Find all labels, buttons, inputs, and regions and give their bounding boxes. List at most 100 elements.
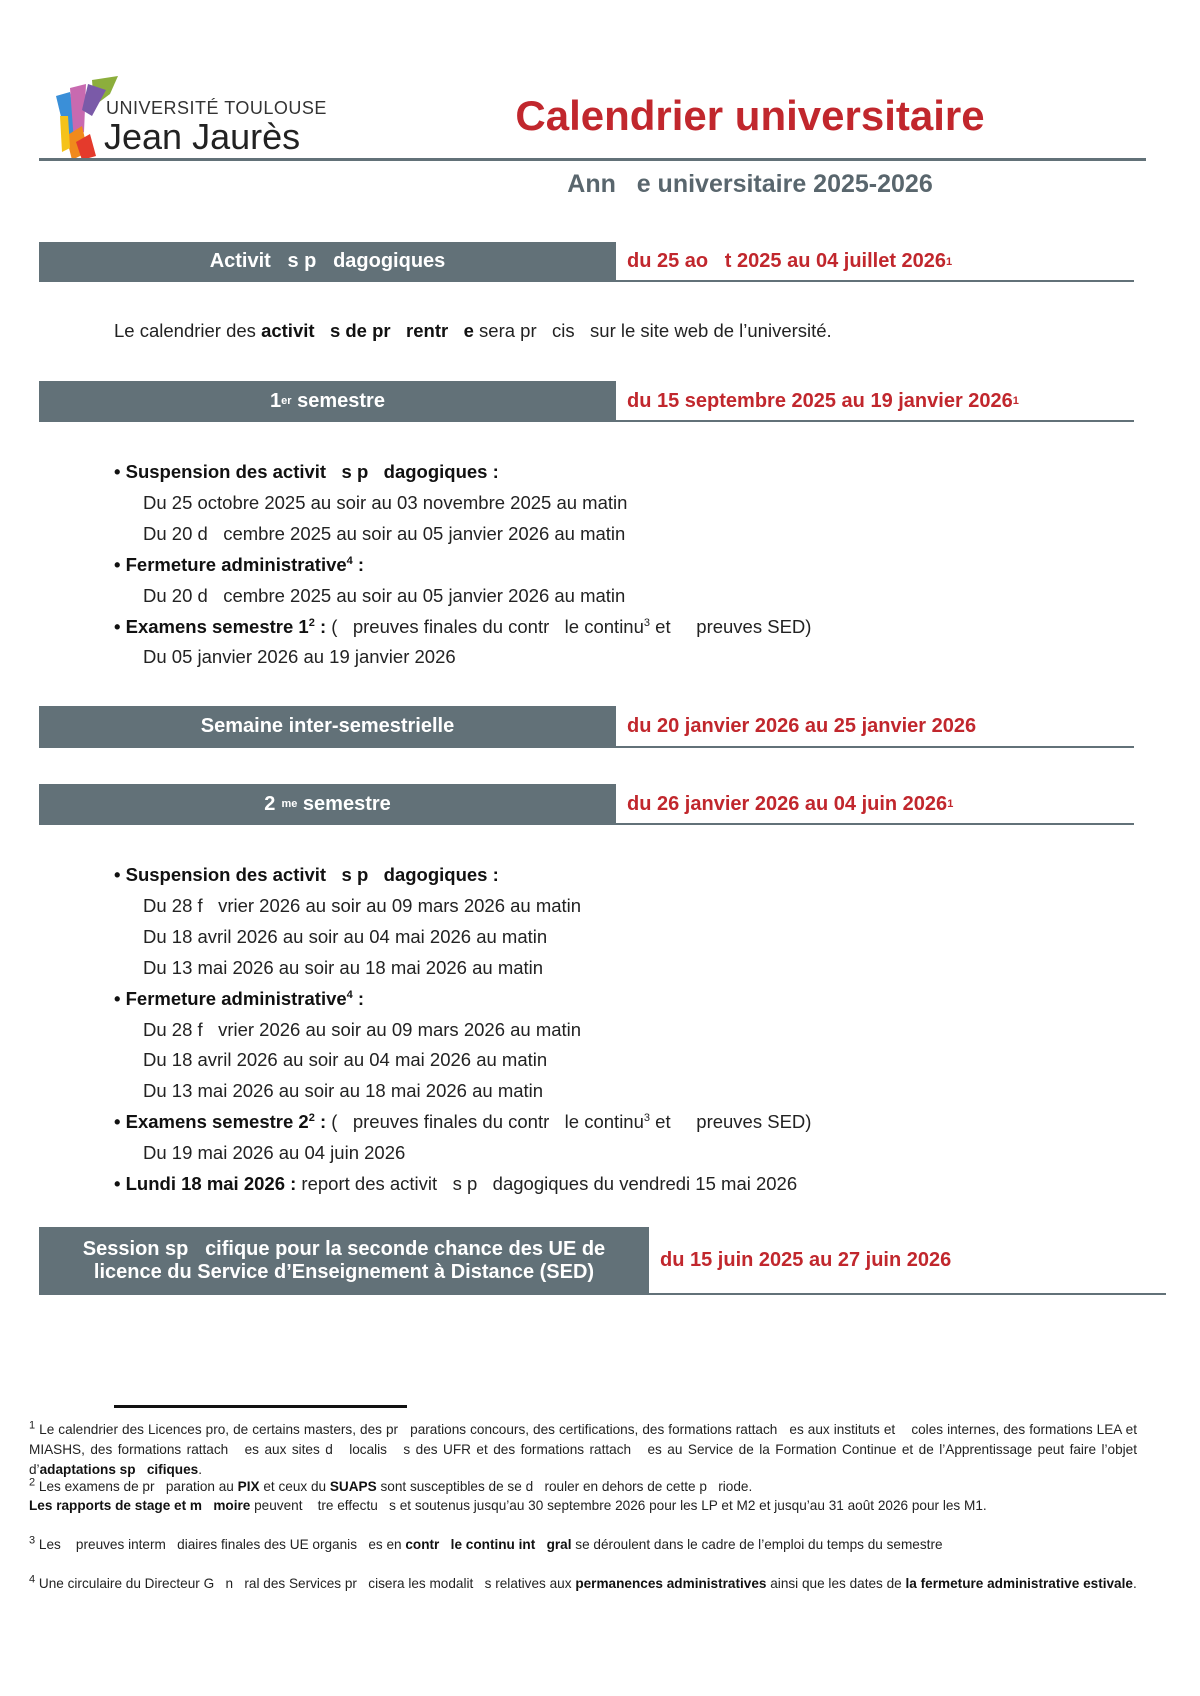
text-segment: sera pr cis sur le site web de l’univers… bbox=[473, 320, 832, 341]
footnote: 2 Les examens de pr paration au PIX et c… bbox=[29, 1477, 1137, 1497]
section-dates-text: du 25 ao t 2025 au 04 juillet 2026 bbox=[627, 250, 947, 272]
section-dates: du 26 janvier 2026 au 04 juin 2026 1 bbox=[627, 792, 954, 815]
date-range-line: Du 13 mai 2026 au soir au 18 mai 2026 au… bbox=[143, 957, 543, 979]
text-segment: Du 28 f vrier 2026 au soir au 09 mars 20… bbox=[143, 894, 582, 916]
text-segment: Du 05 janvier 2026 au 19 janvier 2026 bbox=[143, 646, 456, 668]
section-label: 1 er semestre bbox=[39, 381, 616, 421]
text-segment: contr le continu int gral bbox=[405, 1537, 572, 1552]
text-segment: ( preuves finales du contr le continu bbox=[326, 1111, 644, 1133]
text-segment: • Lundi 18 mai 2026 : bbox=[114, 1173, 297, 1194]
footnote: 4 Une circulaire du Directeur G n ral de… bbox=[29, 1574, 1137, 1594]
text-segment: et preuves SED) bbox=[650, 1111, 812, 1133]
section-underline bbox=[39, 746, 1134, 748]
section-label-text: Semaine inter-semestrielle bbox=[200, 715, 455, 737]
section-label-text: 1 bbox=[270, 389, 282, 412]
text-segment: • Examens semestre 1 bbox=[114, 615, 309, 637]
university-logo: UNIVERSITÉ TOULOUSE Jean Jaurès bbox=[48, 76, 368, 160]
superscript: 3 bbox=[29, 1534, 36, 1547]
text-segment: SUAPS bbox=[329, 1479, 377, 1494]
bullet-heading: • Fermeture administrative4 : bbox=[114, 554, 364, 576]
logo-swirl-icon bbox=[56, 76, 118, 160]
footnote-divider bbox=[114, 1405, 407, 1408]
superscript: 4 bbox=[29, 1573, 36, 1586]
text-segment: et preuves SED) bbox=[650, 615, 812, 637]
section-dates: du 15 juin 2025 au 27 juin 2026 bbox=[660, 1227, 951, 1294]
text-segment: • Suspension des activit s p dagogiques … bbox=[114, 461, 499, 482]
bullet-heading: • Examens semestre 22 : ( preuves finale… bbox=[114, 1111, 811, 1133]
text-segment: Une circulaire du Directeur G n ral des … bbox=[35, 1576, 576, 1591]
text-segment: et ceux du bbox=[259, 1479, 330, 1494]
date-range-line: Du 13 mai 2026 au soir au 18 mai 2026 au… bbox=[143, 1080, 543, 1102]
text-segment: la fermeture administrative estivale bbox=[905, 1576, 1133, 1591]
text-segment: PIX bbox=[237, 1479, 260, 1494]
text-segment: Du 18 avril 2026 au soir au 04 mai 2026 … bbox=[143, 1049, 548, 1071]
text-segment: Les preuves interm diaires finales des U… bbox=[35, 1537, 406, 1552]
footnote: 3 Les preuves interm diaires finales des… bbox=[29, 1535, 1137, 1555]
section-underline bbox=[39, 1293, 1166, 1295]
text-segment: se déroulent dans le cadre de l’emploi d… bbox=[571, 1537, 943, 1552]
text-segment: Les examens de pr paration au bbox=[35, 1479, 238, 1494]
text-segment: Du 13 mai 2026 au soir au 18 mai 2026 au… bbox=[143, 956, 544, 978]
section-label: Activit s p dagogiques bbox=[39, 242, 616, 281]
date-range-line: Du 18 avril 2026 au soir au 04 mai 2026 … bbox=[143, 926, 547, 948]
section-dates-text: du 20 janvier 2026 au 25 janvier 2026 bbox=[627, 715, 977, 737]
text-segment: Du 20 d cembre 2025 au soir au 05 janvie… bbox=[143, 522, 626, 544]
footnote: 1 Le calendrier des Licences pro, de cer… bbox=[29, 1420, 1137, 1479]
text-segment: : bbox=[352, 987, 365, 1009]
text-segment: adaptations sp cifiques bbox=[39, 1461, 199, 1477]
text-segment: Du 25 octobre 2025 au soir au 03 novembr… bbox=[143, 491, 628, 513]
text-segment: Du 13 mai 2026 au soir au 18 mai 2026 au… bbox=[143, 1080, 544, 1102]
text-segment: • Suspension des activit s p dagogiques … bbox=[114, 864, 499, 885]
bullet-heading: • Suspension des activit s p dagogiques … bbox=[114, 864, 499, 886]
text-segment: . bbox=[1132, 1576, 1137, 1591]
section-label-text: Session sp cifique pour la seconde chanc… bbox=[82, 1237, 606, 1283]
section-label-rest: semestre bbox=[291, 389, 385, 412]
text-segment: ( preuves finales du contr le continu bbox=[326, 615, 644, 637]
date-range-line: Du 05 janvier 2026 au 19 janvier 2026 bbox=[143, 646, 456, 668]
text-segment: sont susceptibles de se d rouler en deho… bbox=[376, 1479, 753, 1494]
text-segment: : bbox=[314, 1111, 327, 1133]
bullet-heading: • Examens semestre 12 : ( preuves finale… bbox=[114, 616, 811, 638]
logo-text-name: Jean Jaurès bbox=[104, 116, 301, 157]
date-range-line: Du 20 d cembre 2025 au soir au 05 janvie… bbox=[143, 523, 625, 545]
section-dates: du 20 janvier 2026 au 25 janvier 2026 bbox=[627, 706, 976, 747]
superscript: 3 bbox=[643, 616, 651, 629]
section-label: Session sp cifique pour la seconde chanc… bbox=[39, 1227, 649, 1294]
text-segment: activit s de pr rentr e bbox=[261, 320, 474, 341]
superscript: 2 bbox=[308, 616, 315, 629]
text-segment: • Fermeture administrative bbox=[114, 553, 347, 575]
text-segment: Le calendrier des Licences pro, de certa… bbox=[29, 1422, 1141, 1477]
text-segment: . bbox=[198, 1461, 202, 1477]
section-underline bbox=[39, 280, 1134, 282]
text-segment: • Examens semestre 2 bbox=[114, 1111, 309, 1133]
text-segment: peuvent tre effectu s et soutenus jusqu’… bbox=[250, 1498, 987, 1513]
text-segment: Les rapports de stage et m moire bbox=[29, 1498, 251, 1513]
superscript: 2 bbox=[308, 1112, 315, 1125]
bullet-heading: • Lundi 18 mai 2026 : report des activit… bbox=[114, 1173, 797, 1195]
superscript: 2 bbox=[29, 1476, 36, 1489]
page-title: Calendrier universitaire bbox=[515, 92, 985, 139]
section-label: Semaine inter-semestrielle bbox=[39, 706, 616, 747]
superscript: 3 bbox=[643, 1112, 651, 1125]
academic-year-subtitle: Ann e universitaire 2025-2026 bbox=[567, 170, 933, 198]
section-label-text: 2 bbox=[264, 792, 276, 815]
text-segment: ainsi que les dates de bbox=[766, 1576, 906, 1591]
date-range-line: Du 18 avril 2026 au soir au 04 mai 2026 … bbox=[143, 1049, 547, 1071]
section-dates-text: du 15 septembre 2025 au 19 janvier 2026 bbox=[627, 389, 1013, 412]
text-segment: : bbox=[352, 553, 365, 575]
text-segment: Du 28 f vrier 2026 au soir au 09 mars 20… bbox=[143, 1018, 582, 1040]
superscript: 4 bbox=[346, 554, 353, 567]
section-label-text: Activit s p dagogiques bbox=[209, 250, 446, 272]
section-dates-text: du 26 janvier 2026 au 04 juin 2026 bbox=[627, 792, 948, 815]
date-range-line: Du 19 mai 2026 au 04 juin 2026 bbox=[143, 1142, 405, 1164]
date-range-line: Du 25 octobre 2025 au soir au 03 novembr… bbox=[143, 492, 627, 514]
bullet-heading: • Fermeture administrative4 : bbox=[114, 988, 364, 1010]
date-range-line: Du 28 f vrier 2026 au soir au 09 mars 20… bbox=[143, 895, 581, 917]
text-segment: Le calendrier des bbox=[114, 320, 262, 341]
text-segment: Du 19 mai 2026 au 04 juin 2026 bbox=[143, 1142, 406, 1164]
header-divider bbox=[39, 158, 1146, 161]
date-range-line: Du 28 f vrier 2026 au soir au 09 mars 20… bbox=[143, 1019, 581, 1041]
section-label-rest: semestre bbox=[297, 792, 391, 815]
intro-text: Le calendrier des activit s de pr rentr … bbox=[114, 320, 832, 342]
